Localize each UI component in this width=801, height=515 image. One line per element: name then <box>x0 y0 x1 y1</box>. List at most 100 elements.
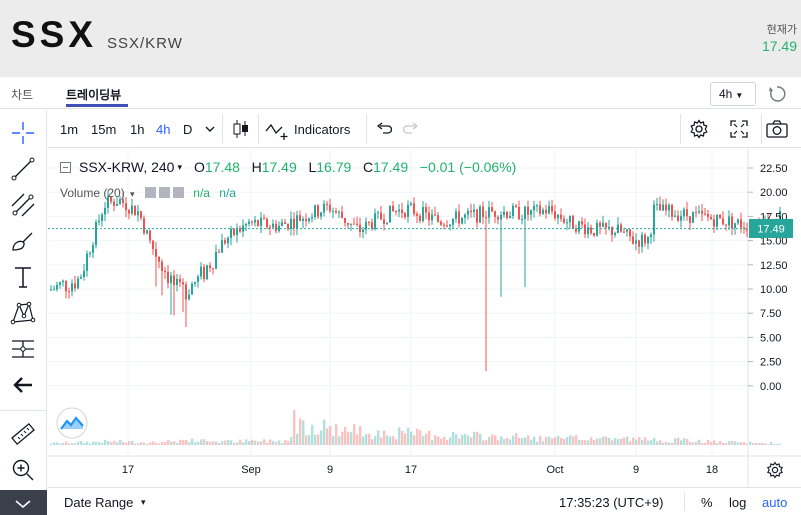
gear-icon[interactable] <box>766 461 784 479</box>
tab-tradingview[interactable]: 트레이딩뷰 <box>66 88 122 102</box>
chevron-down-icon[interactable]: ▾ <box>141 497 146 507</box>
volume-bar <box>68 443 71 445</box>
candle-body <box>527 206 529 215</box>
brush-icon[interactable] <box>10 228 36 254</box>
candle-body <box>344 217 346 223</box>
candle-body <box>581 221 583 225</box>
candle-body <box>77 278 79 289</box>
interval-15m[interactable]: 15m <box>91 122 117 137</box>
zoom-in-icon[interactable] <box>10 457 36 483</box>
candle-body <box>407 204 409 217</box>
close-icon[interactable] <box>172 187 184 198</box>
bottom-divider <box>684 493 685 511</box>
chevron-down-icon[interactable]: ▾ <box>177 162 182 172</box>
volume-bar <box>677 437 680 445</box>
candle-body <box>623 231 625 233</box>
interval-d[interactable]: D <box>183 122 193 137</box>
candle-body <box>161 261 163 271</box>
volume-bar <box>158 443 161 445</box>
fib-tool-icon[interactable] <box>10 192 36 218</box>
volume-bar <box>347 431 350 445</box>
candle-body <box>443 224 445 226</box>
candle-body <box>248 221 250 224</box>
candle-body <box>125 203 127 211</box>
interval-1h[interactable]: 1h <box>130 122 145 137</box>
candle-body <box>122 199 124 204</box>
volume-bar <box>212 441 215 445</box>
reset-icon[interactable] <box>767 84 787 104</box>
volume-bar <box>233 442 236 445</box>
volume-bar <box>686 438 689 445</box>
measure-range-icon[interactable] <box>10 336 36 362</box>
volume-bar <box>701 442 704 445</box>
volume-bar <box>53 442 56 445</box>
tab-chart[interactable]: 차트 <box>11 88 34 102</box>
volume-value-1: n/a <box>193 186 210 200</box>
candle-body <box>425 207 427 213</box>
candle-body <box>380 212 382 220</box>
candle-body <box>83 270 85 277</box>
chevron-down-icon[interactable]: ▾ <box>130 189 135 199</box>
candle-body <box>299 215 301 221</box>
redo-icon[interactable] <box>403 122 419 136</box>
date-range-button[interactable]: Date Range <box>64 495 134 510</box>
trend-line-icon[interactable] <box>10 156 36 182</box>
symbol-label[interactable]: SSX-KRW, 240 <box>79 159 175 175</box>
volume-bar <box>194 442 197 445</box>
candle-body <box>542 209 544 214</box>
volume-bar <box>527 435 530 445</box>
camera-icon[interactable] <box>766 120 788 138</box>
text-tool-icon[interactable] <box>10 264 36 290</box>
ruler-icon[interactable] <box>10 421 36 447</box>
candle-body <box>716 214 718 227</box>
volume-bar <box>251 439 254 445</box>
volume-bar <box>497 440 500 445</box>
gear-icon[interactable] <box>689 119 709 139</box>
volume-bar <box>413 435 416 445</box>
interval-select[interactable]: 4h ▼ <box>710 82 756 106</box>
log-toggle[interactable]: log <box>729 495 747 510</box>
volume-bar <box>632 437 635 445</box>
volume-label[interactable]: Volume (20) <box>60 186 125 200</box>
candle-body <box>479 206 481 223</box>
price-axis[interactable]: 22.5020.0017.5015.0012.5010.007.505.002.… <box>748 163 788 393</box>
crosshair-icon[interactable] <box>10 120 36 146</box>
candle-body <box>362 229 364 233</box>
volume-bar <box>260 441 263 445</box>
price-tick-label: 0.00 <box>760 381 781 393</box>
candle-body <box>107 196 109 209</box>
volume-bar <box>692 442 695 445</box>
fullscreen-icon[interactable] <box>730 120 748 138</box>
volume-bar <box>206 441 209 445</box>
collapse-legend-icon[interactable] <box>60 162 71 173</box>
back-arrow-icon[interactable] <box>10 372 36 398</box>
collapse-toolbar-button[interactable] <box>0 490 47 515</box>
candle-body <box>371 222 373 229</box>
interval-1m[interactable]: 1m <box>60 122 79 137</box>
toolbar-divider <box>680 114 681 144</box>
undo-icon[interactable] <box>376 122 392 136</box>
indicators-button[interactable]: Indicators <box>294 122 351 137</box>
percent-toggle[interactable]: % <box>701 495 713 510</box>
candles-icon[interactable] <box>232 119 250 139</box>
auto-toggle[interactable]: auto <box>762 495 788 510</box>
interval-4h[interactable]: 4h <box>156 122 171 137</box>
eye-icon[interactable] <box>144 187 156 198</box>
time-axis[interactable]: 17 Sep 9 17 Oct 9 18 <box>122 464 718 476</box>
indicators-icon[interactable] <box>265 119 291 141</box>
open-value: 17.48 <box>204 159 240 175</box>
volume-bar <box>590 437 593 445</box>
volume-bar <box>704 442 707 445</box>
candle-body <box>227 237 229 244</box>
price-chart[interactable]: 22.5020.0017.5015.0012.5010.007.505.002.… <box>48 149 801 487</box>
chevron-down-icon[interactable] <box>205 124 215 134</box>
pattern-tool-icon[interactable] <box>10 300 36 326</box>
volume-bar <box>62 442 65 445</box>
volume-bar <box>509 439 512 445</box>
candle-body <box>584 224 586 235</box>
volume-bar <box>359 426 362 445</box>
candle-body <box>302 218 304 221</box>
volume-bar <box>200 439 203 445</box>
gear-icon[interactable] <box>158 187 170 198</box>
tradingview-logo[interactable] <box>56 407 88 439</box>
